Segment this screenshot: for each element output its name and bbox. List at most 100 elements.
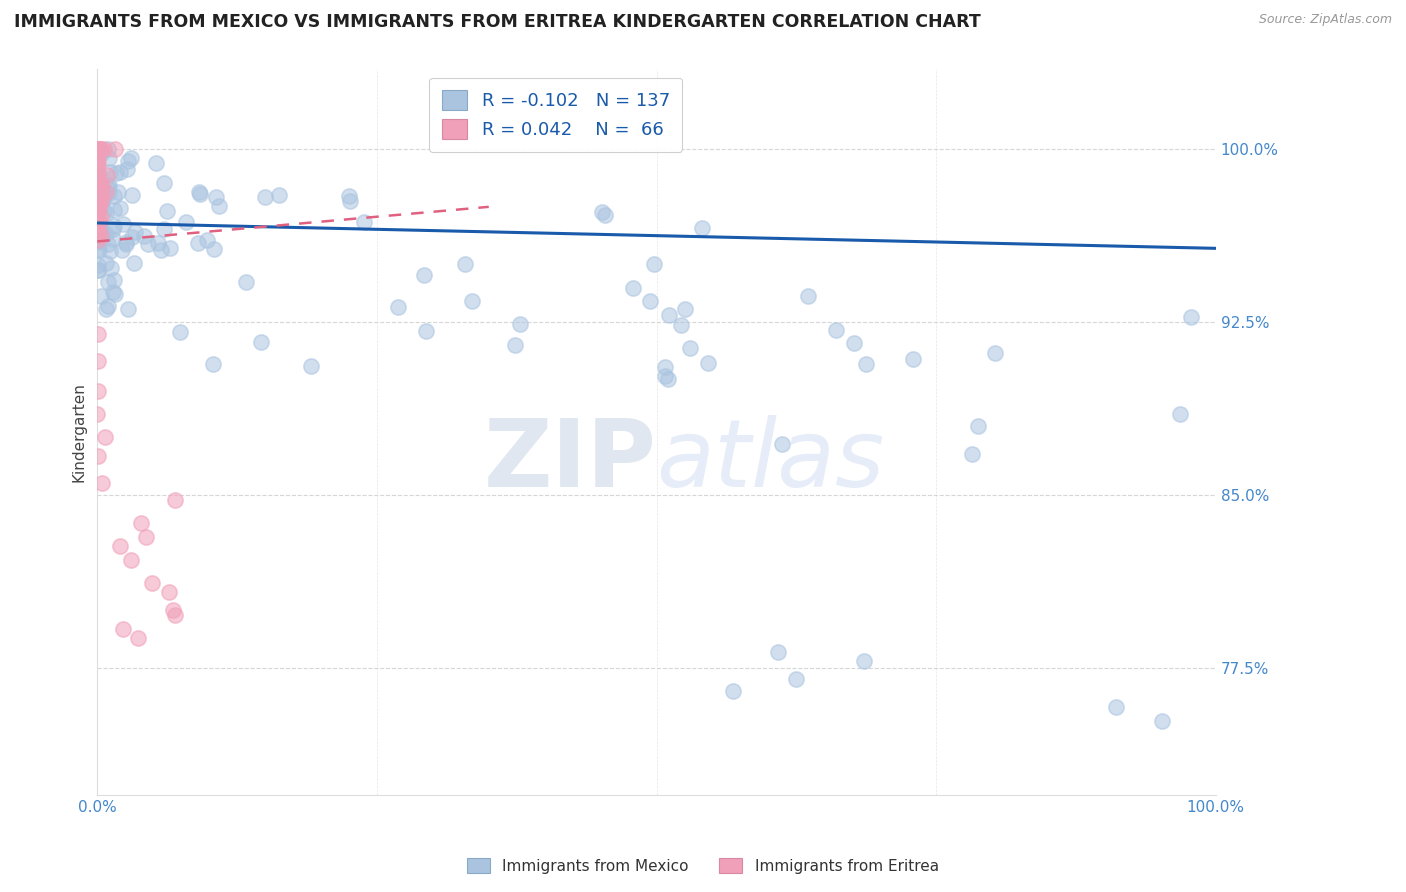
Point	[103, 273, 125, 287]
Point	[94, 206, 117, 220]
Point	[770, 437, 793, 451]
Point	[960, 446, 983, 460]
Point	[86, 326, 108, 341]
Point	[87, 202, 110, 217]
Point	[86, 142, 108, 156]
Point	[353, 214, 375, 228]
Point	[97, 180, 120, 194]
Point	[90, 476, 112, 491]
Point	[640, 294, 662, 309]
Point	[87, 224, 110, 238]
Point	[86, 197, 108, 211]
Point	[145, 155, 167, 169]
Point	[87, 201, 110, 215]
Point	[107, 186, 129, 200]
Point	[98, 186, 121, 200]
Point	[696, 355, 718, 369]
Point	[97, 178, 120, 193]
Point	[87, 233, 110, 247]
Point	[111, 243, 134, 257]
Point	[90, 178, 112, 193]
Point	[86, 208, 108, 222]
Point	[90, 186, 112, 201]
Point	[87, 156, 110, 170]
Point	[94, 430, 117, 444]
Point	[96, 227, 118, 241]
Point	[120, 152, 142, 166]
Point	[114, 235, 136, 249]
Point	[205, 190, 228, 204]
Point	[723, 684, 745, 698]
Point	[86, 407, 108, 421]
Point	[89, 190, 111, 204]
Point	[97, 181, 120, 195]
Point	[96, 187, 118, 202]
Point	[86, 217, 108, 231]
Point	[87, 263, 110, 277]
Point	[337, 188, 360, 202]
Point	[90, 142, 112, 156]
Point	[90, 229, 112, 244]
Y-axis label: Kindergarten: Kindergarten	[72, 382, 86, 482]
Point	[690, 220, 713, 235]
Point	[339, 194, 361, 209]
Point	[503, 338, 526, 352]
Point	[104, 165, 127, 179]
Point	[454, 257, 477, 271]
Point	[121, 229, 143, 244]
Point	[87, 142, 110, 156]
Point	[86, 234, 108, 248]
Point	[673, 301, 696, 316]
Point	[100, 260, 122, 275]
Point	[153, 222, 176, 236]
Point	[202, 242, 225, 256]
Point	[89, 196, 111, 211]
Point	[901, 352, 924, 367]
Legend: Immigrants from Mexico, Immigrants from Eritrea: Immigrants from Mexico, Immigrants from …	[461, 852, 945, 880]
Point	[86, 194, 108, 208]
Point	[156, 203, 179, 218]
Point	[90, 194, 112, 208]
Point	[855, 357, 877, 371]
Point	[89, 215, 111, 229]
Point	[785, 673, 807, 687]
Point	[250, 335, 273, 350]
Point	[413, 268, 436, 283]
Point	[134, 229, 156, 244]
Point	[98, 244, 121, 259]
Point	[96, 169, 118, 183]
Point	[112, 217, 135, 231]
Point	[146, 235, 169, 250]
Point	[97, 299, 120, 313]
Point	[90, 146, 112, 161]
Point	[103, 203, 125, 218]
Point	[89, 171, 111, 186]
Point	[98, 165, 121, 179]
Point	[87, 216, 110, 230]
Point	[1180, 310, 1202, 324]
Point	[86, 154, 108, 169]
Point	[593, 209, 616, 223]
Point	[299, 359, 322, 373]
Point	[117, 302, 139, 317]
Point	[87, 225, 110, 239]
Point	[87, 142, 110, 156]
Point	[97, 151, 120, 165]
Point	[86, 143, 108, 157]
Point	[415, 324, 437, 338]
Point	[86, 149, 108, 163]
Point	[101, 222, 124, 236]
Point	[108, 202, 131, 216]
Point	[101, 232, 124, 246]
Point	[90, 194, 112, 208]
Point	[679, 341, 702, 355]
Text: ZIP: ZIP	[484, 415, 657, 507]
Point	[94, 301, 117, 316]
Point	[97, 275, 120, 289]
Point	[643, 257, 665, 271]
Point	[621, 281, 644, 295]
Point	[86, 168, 108, 182]
Point	[87, 197, 110, 211]
Point	[169, 325, 191, 339]
Point	[509, 318, 531, 332]
